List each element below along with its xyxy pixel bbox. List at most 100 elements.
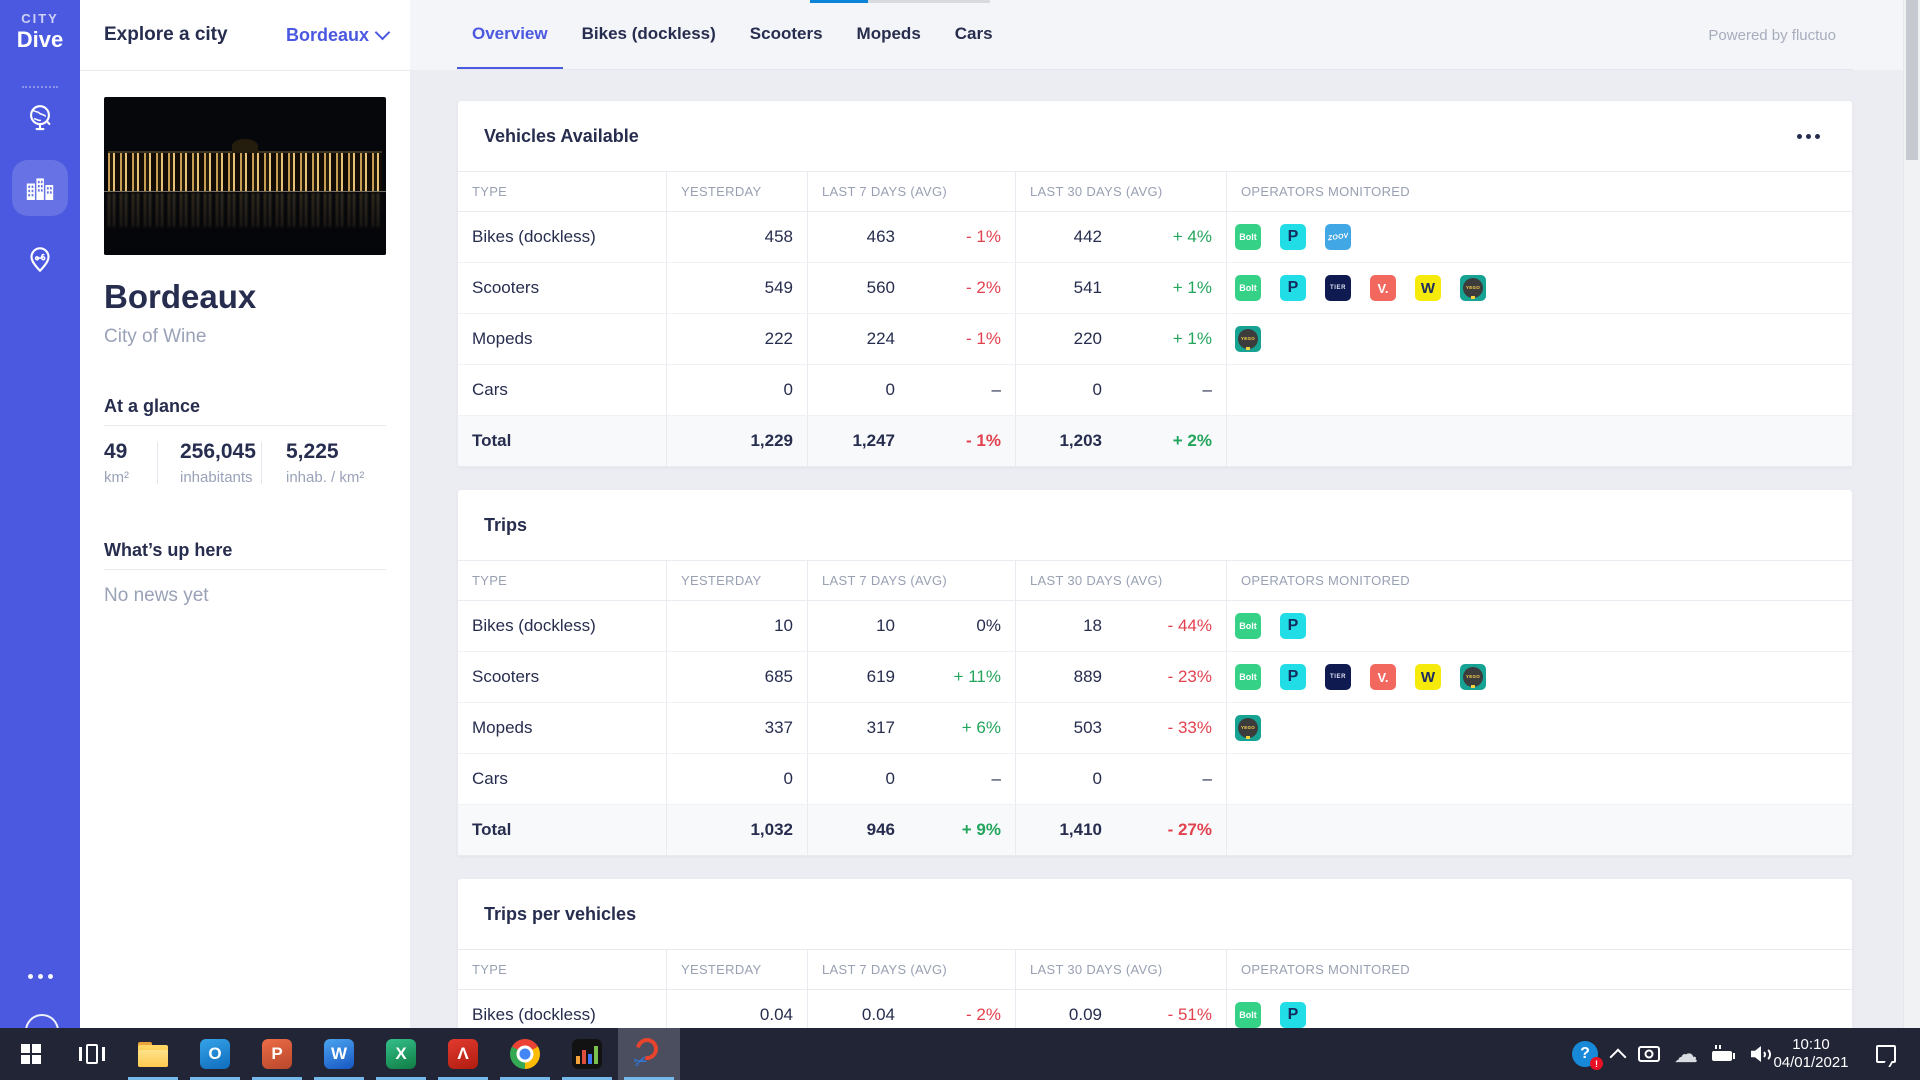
card-header: Trips per vehicles — [458, 879, 1852, 949]
no-news-text: No news yet — [104, 585, 209, 606]
cell-operators — [1226, 365, 1852, 415]
running-indicator — [252, 1077, 302, 1080]
operator-label: Bolt — [1239, 231, 1257, 242]
file-explorer-icon — [138, 1041, 168, 1067]
cell-yesterday: 0.04 — [666, 990, 807, 1040]
value: 224 — [866, 329, 895, 348]
taskbar-clock[interactable]: 10:10 04/01/2021 — [1766, 1028, 1856, 1080]
tab-overview[interactable]: Overview — [457, 0, 563, 70]
pony-operator-icon: P — [1280, 1002, 1306, 1028]
cell-last-30-days: 541 + 1% — [1015, 263, 1226, 313]
value: 0.09 — [1068, 1005, 1102, 1024]
card-header: Vehicles Available — [458, 101, 1852, 171]
task-view-icon — [79, 1044, 105, 1064]
operator-label: V. — [1377, 280, 1389, 296]
task-view-button[interactable] — [62, 1028, 122, 1080]
column-header: YESTERDAY — [666, 172, 807, 211]
column-header: TYPE — [472, 184, 508, 199]
table-row-cars: Cars 0 0–0– — [458, 754, 1852, 805]
tab-bikes-dockless[interactable]: Bikes (dockless) — [581, 23, 716, 43]
column-header: LAST 7 DAYS (AVG) — [807, 950, 1015, 989]
bolt-operator-icon: Bolt — [1235, 275, 1261, 301]
taskbar-app-snipping-tool[interactable]: ✂ — [618, 1028, 680, 1080]
taskbar-app-excel[interactable]: X — [370, 1028, 432, 1080]
value: 1,247 — [852, 431, 895, 450]
tab-scooters[interactable]: Scooters — [749, 23, 823, 43]
volume-icon[interactable] — [1751, 1046, 1773, 1062]
operator-label: Bolt — [1239, 282, 1257, 293]
sidebar-item-explore[interactable] — [12, 90, 68, 146]
city-buildings-icon — [26, 178, 54, 200]
column-header: LAST 30 DAYS (AVG) — [1015, 172, 1226, 211]
cell-last-30-days: 442 + 4% — [1015, 212, 1226, 262]
column-header: TYPE — [472, 573, 508, 588]
pony-operator-icon: P — [1280, 613, 1306, 639]
tier-operator-icon: TIER — [1325, 275, 1351, 301]
value: 442 — [1073, 227, 1102, 246]
running-indicator — [500, 1077, 550, 1080]
onedrive-cloud-icon[interactable]: ☁ — [1674, 1040, 1698, 1068]
notification-badge: ! — [1590, 1057, 1603, 1070]
taskbar-app-word[interactable]: W — [308, 1028, 370, 1080]
outlook-icon: O — [200, 1039, 230, 1069]
taskbar-app-outlook[interactable]: O — [184, 1028, 246, 1080]
table-row-bikes-dockless: Bikes (dockless) 0.04 0.04 - 2% 0.09 - 51% Bol… — [458, 990, 1852, 1040]
tab-mopeds[interactable]: Mopeds — [856, 23, 921, 43]
cell-operators: Bolt P — [1226, 601, 1852, 651]
tab-cars[interactable]: Cars — [954, 23, 993, 43]
divider — [104, 425, 386, 426]
meet-now-icon[interactable] — [1638, 1046, 1660, 1062]
value: 503 — [1073, 718, 1102, 737]
taskbar-app-equalizer[interactable] — [556, 1028, 618, 1080]
start-button[interactable] — [0, 1028, 62, 1080]
table-row-scooters: Scooters 549 560 - 2% 541 + 1% Bolt P TIER V. W YEG… — [458, 263, 1852, 314]
table-row-scooters: Scooters 685 619 + 11% 889 - 23% Bolt P TIER V. W Y… — [458, 652, 1852, 703]
value: 18 — [1083, 616, 1102, 635]
action-center-icon — [1876, 1045, 1896, 1063]
cell-operators: Bolt P — [1226, 990, 1852, 1040]
cell-yesterday: 685 — [666, 652, 807, 702]
tray-chevron-up-icon[interactable] — [1609, 1048, 1627, 1065]
cell-operators: Bolt P ZOOV — [1226, 212, 1852, 262]
get-help-icon[interactable]: ?! — [1572, 1041, 1603, 1070]
action-center-button[interactable] — [1862, 1028, 1910, 1080]
percent-change: + 2% — [1172, 431, 1212, 450]
city-selector[interactable]: Bordeaux — [286, 25, 391, 46]
sidebar-more-ellipsis-icon[interactable] — [0, 974, 80, 979]
sidebar-item-places[interactable] — [12, 230, 68, 286]
bolt-operator-icon: Bolt — [1235, 1002, 1261, 1028]
logo-dive-text: Dive — [16, 26, 64, 52]
explore-a-city-label: Explore a city — [104, 24, 228, 45]
loading-bar-progress — [810, 0, 868, 3]
cell-last-30-days: 1,410 - 27% — [1015, 805, 1226, 855]
scrollbar-thumb[interactable] — [1906, 0, 1918, 160]
map-pin-icon — [30, 247, 50, 273]
sidebar-item-city[interactable] — [12, 160, 68, 216]
taskbar-app-acrobat[interactable]: Λ — [432, 1028, 494, 1080]
operator-label: Bolt — [1239, 1009, 1257, 1020]
operator-label: W — [1420, 279, 1436, 297]
taskbar-app-powerpoint[interactable]: P — [246, 1028, 308, 1080]
cell-last-30-days: 18 - 44% — [1015, 601, 1226, 651]
column-header: LAST 7 DAYS (AVG) — [807, 172, 1015, 211]
logo-divider — [22, 86, 58, 88]
card-menu-ellipsis-icon[interactable] — [1791, 128, 1826, 145]
percent-change: + 1% — [1172, 329, 1212, 348]
vertical-scrollbar[interactable] — [1903, 0, 1920, 1028]
bolt-operator-icon: Bolt — [1235, 224, 1261, 250]
battery-charging-icon[interactable] — [1712, 1045, 1737, 1061]
bolt-operator-icon: Bolt — [1235, 613, 1261, 639]
cell-last-7-days: 317 + 6% — [807, 703, 1015, 753]
percent-change: + 9% — [961, 820, 1001, 839]
operator-label: YEGO — [1238, 718, 1258, 738]
taskbar-app-file-explorer[interactable] — [122, 1028, 184, 1080]
stat-density: 5,225 inhab. / km² — [262, 440, 364, 486]
taskbar-app-chrome[interactable] — [494, 1028, 556, 1080]
city-tagline: City of Wine — [104, 326, 207, 347]
value: 0 — [1092, 769, 1102, 788]
value: 1,410 — [1059, 820, 1102, 839]
sidebar-rail: CITY Dive — [0, 0, 80, 1080]
percent-change: - 1% — [966, 431, 1001, 450]
value: 0 — [885, 769, 895, 788]
